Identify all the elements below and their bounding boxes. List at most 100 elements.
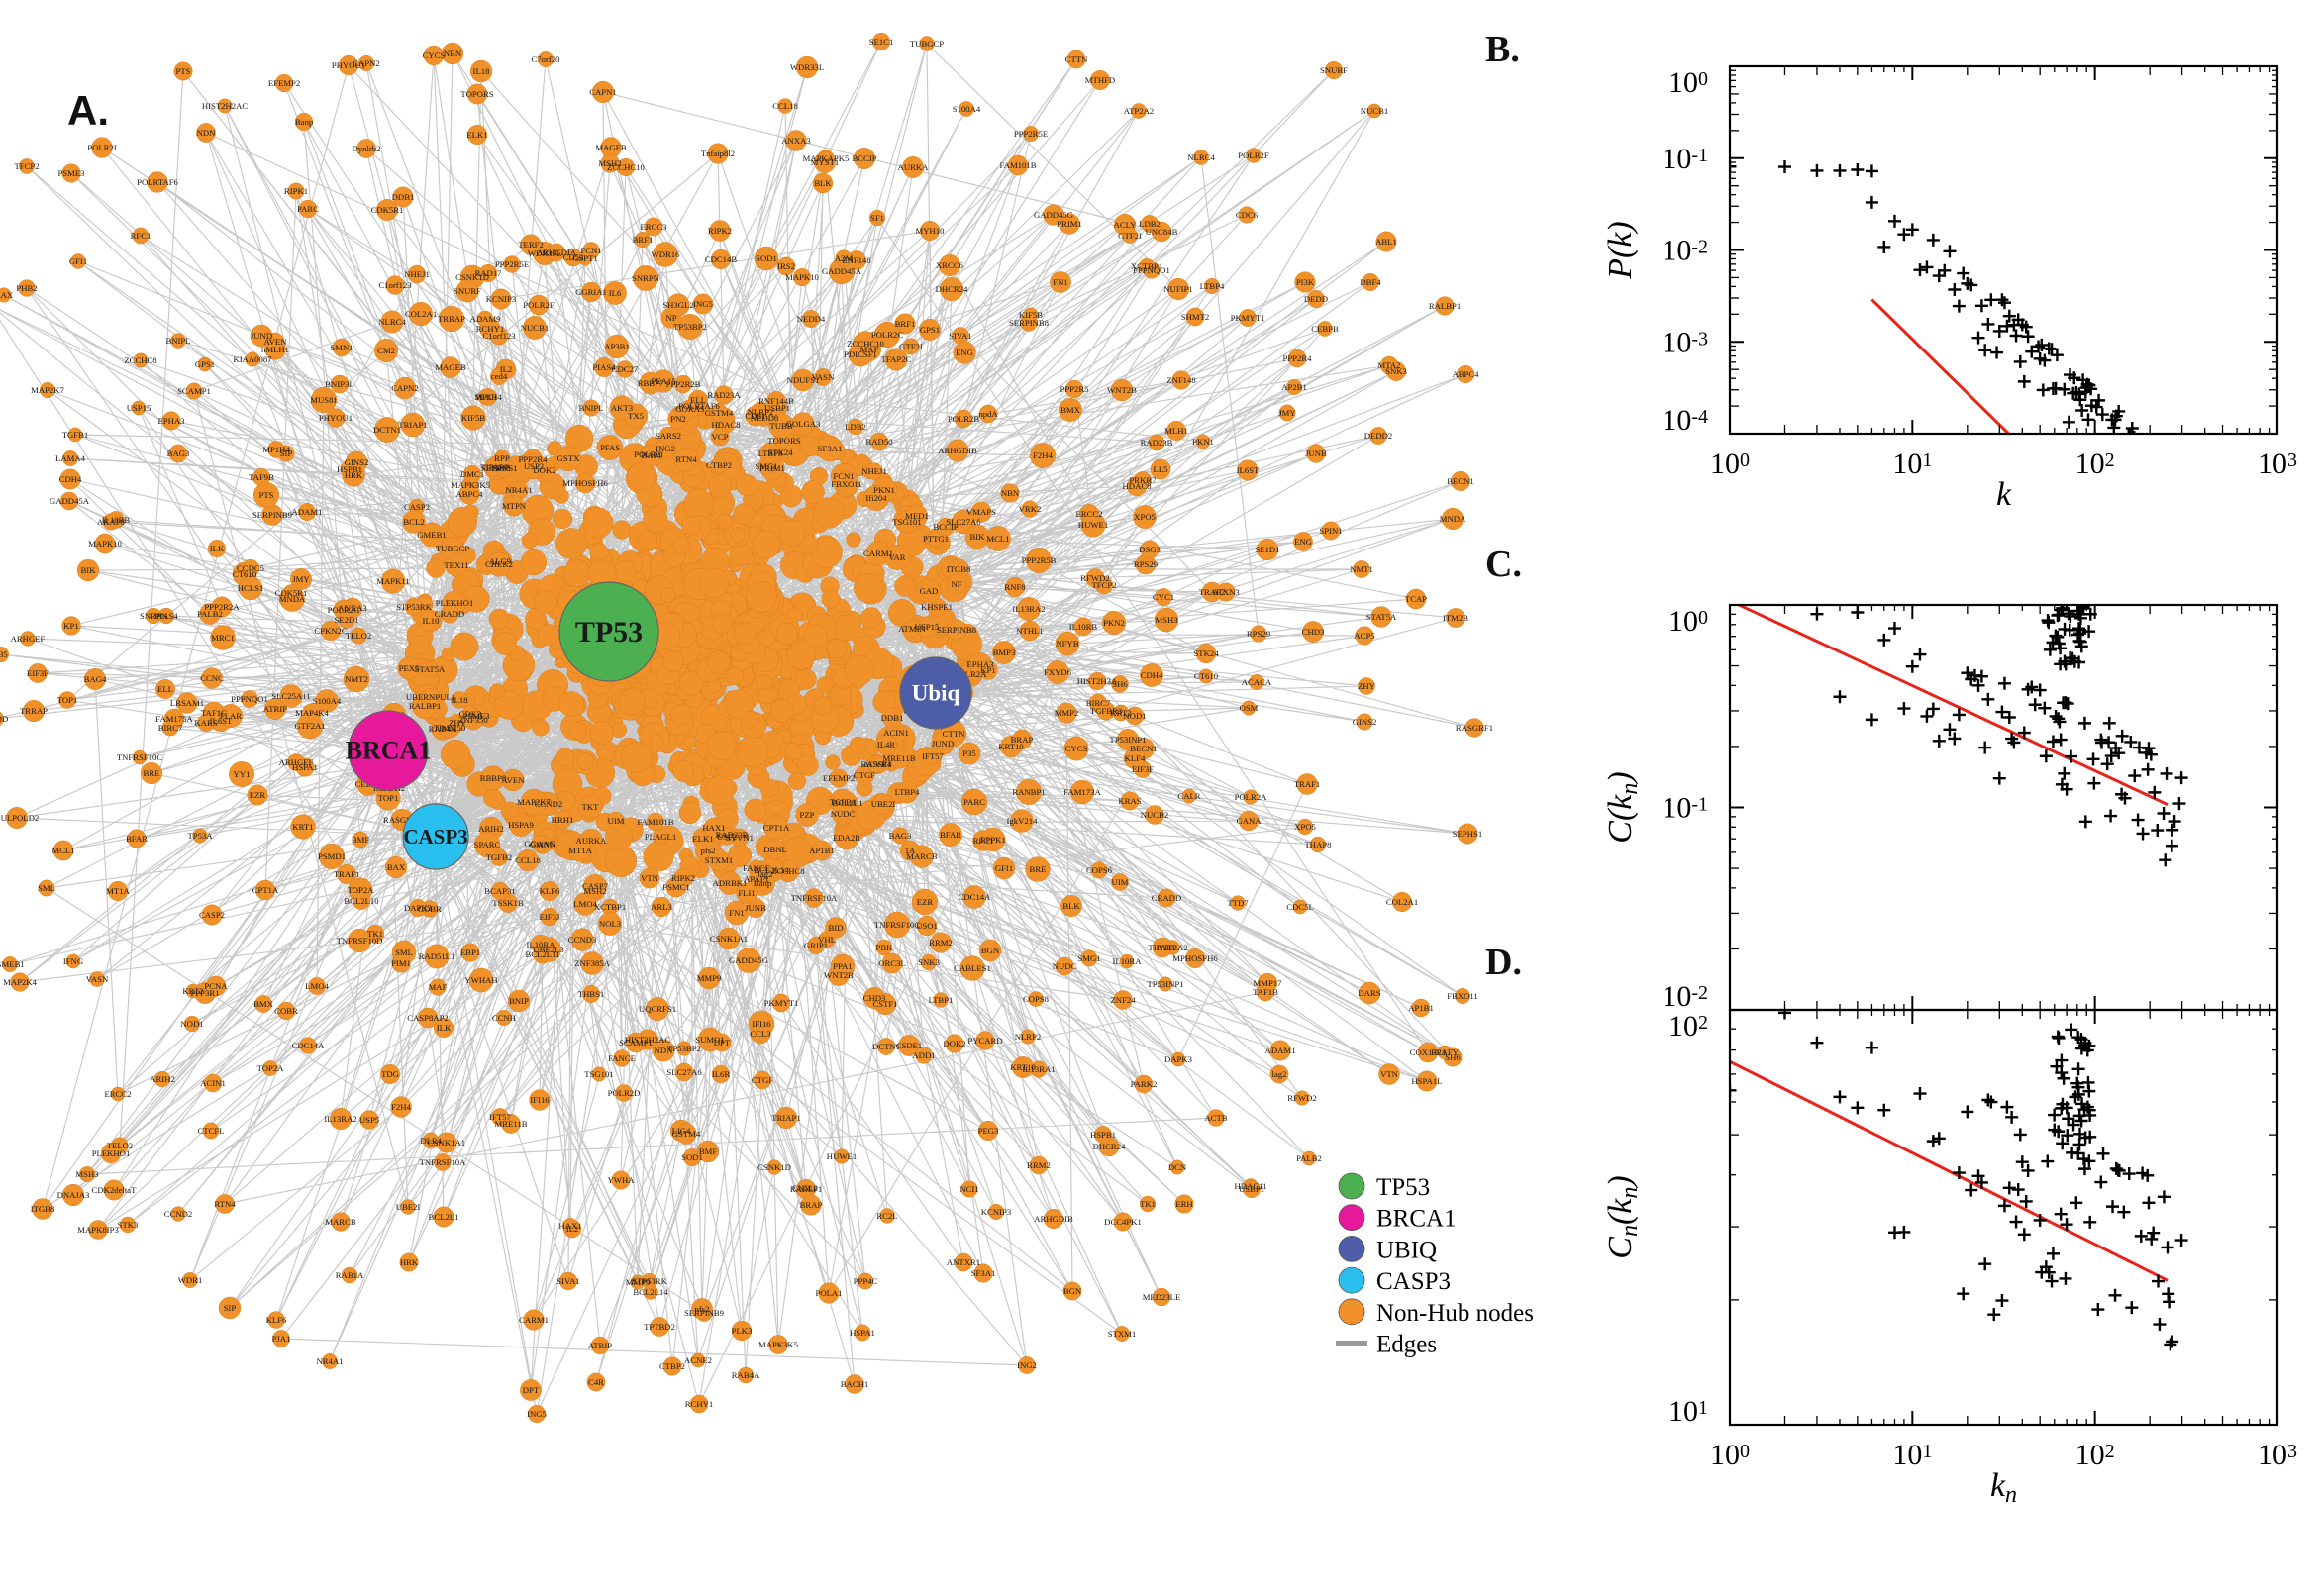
svg-text:10-3: 10-3: [1662, 326, 1708, 358]
svg-text:NUCB1: NUCB1: [1361, 106, 1388, 116]
svg-text:CEBPB: CEBPB: [1311, 324, 1339, 334]
svg-text:GGAAG: GGAAG: [524, 839, 555, 848]
svg-text:Tnfaip8l2: Tnfaip8l2: [701, 149, 735, 158]
svg-text:FANCE: FANCE: [608, 1053, 636, 1063]
svg-text:TSSK1B: TSSK1B: [492, 898, 524, 908]
svg-text:P35: P35: [962, 748, 976, 758]
svg-text:IRS2: IRS2: [777, 261, 795, 271]
svg-text:EIF3F: EIF3F: [1132, 764, 1154, 774]
svg-text:BRCA1: BRCA1: [1376, 1206, 1457, 1233]
svg-text:PKMYT1: PKMYT1: [1231, 313, 1265, 323]
svg-text:ZHY: ZHY: [1358, 681, 1376, 691]
svg-text:NLRC4: NLRC4: [378, 317, 406, 327]
svg-text:RRM2: RRM2: [1027, 1160, 1051, 1170]
svg-text:DAPK3: DAPK3: [1164, 1054, 1192, 1064]
svg-text:CASP7: CASP7: [582, 881, 609, 891]
svg-text:CDC14A: CDC14A: [959, 892, 992, 902]
svg-text:TNFRSF10D: TNFRSF10D: [337, 936, 383, 946]
svg-text:MRC1: MRC1: [211, 633, 235, 643]
svg-text:NR4A1: NR4A1: [316, 1356, 343, 1366]
svg-text:NMT2: NMT2: [345, 674, 368, 684]
svg-text:TCAP: TCAP: [1405, 594, 1427, 604]
svg-text:GADD45G: GADD45G: [729, 955, 768, 965]
svg-text:RAD50: RAD50: [865, 437, 893, 447]
svg-text:PEX5: PEX5: [399, 663, 420, 673]
svg-text:CSNK1A1: CSNK1A1: [428, 1138, 465, 1147]
svg-text:F2H4: F2H4: [391, 1102, 411, 1112]
svg-text:ILK: ILK: [210, 544, 225, 553]
svg-text:ELK1: ELK1: [466, 130, 487, 140]
svg-text:ADAM1: ADAM1: [292, 507, 323, 517]
svg-text:RAD51L1: RAD51L1: [419, 951, 455, 961]
svg-text:KLF6: KLF6: [540, 886, 560, 896]
svg-text:TIPARP: TIPARP: [1148, 943, 1176, 952]
svg-text:BMF: BMF: [699, 1147, 718, 1156]
svg-text:SH3GL2: SH3GL2: [662, 300, 693, 310]
svg-text:APAF1: APAF1: [744, 874, 769, 884]
svg-text:MCL1: MCL1: [986, 534, 1009, 544]
svg-text:STK24: STK24: [1193, 648, 1219, 658]
svg-text:FCN1: FCN1: [580, 246, 601, 255]
svg-text:BNIPL: BNIPL: [578, 403, 603, 413]
svg-text:SHMT2: SHMT2: [1181, 312, 1209, 322]
svg-text:CAPN1: CAPN1: [589, 87, 617, 97]
svg-text:TNFRSF10C: TNFRSF10C: [874, 920, 921, 930]
svg-text:CTGF: CTGF: [854, 770, 875, 780]
svg-text:ACNE2: ACNE2: [684, 1355, 712, 1365]
svg-text:VTN: VTN: [1380, 1069, 1399, 1079]
svg-text:SLC27A6: SLC27A6: [666, 1067, 702, 1077]
svg-text:TUBB: TUBB: [769, 421, 792, 431]
svg-text:GAD: GAD: [920, 586, 939, 596]
svg-text:SCAMP1: SCAMP1: [619, 1038, 653, 1047]
svg-text:BAG4: BAG4: [84, 674, 107, 684]
svg-text:DOK2: DOK2: [943, 1039, 965, 1048]
svg-text:CCNH: CCNH: [492, 1013, 517, 1023]
svg-text:ZCCHC8: ZCCHC8: [124, 355, 157, 365]
svg-text:RAB4A: RAB4A: [732, 1370, 760, 1380]
svg-text:ENG: ENG: [1294, 537, 1312, 547]
svg-text:COL2A1: COL2A1: [405, 309, 437, 319]
svg-text:PLAGL1: PLAGL1: [645, 832, 676, 842]
svg-text:LDB2: LDB2: [845, 422, 866, 432]
svg-text:BACH1: BACH1: [841, 1379, 868, 1389]
svg-text:KCNIP3: KCNIP3: [486, 294, 516, 304]
svg-text:CTTN: CTTN: [943, 729, 965, 739]
svg-text:EFEMP2: EFEMP2: [823, 773, 855, 783]
svg-text:EPPK1: EPPK1: [980, 835, 1006, 845]
svg-text:MAGEB: MAGEB: [595, 143, 627, 152]
svg-text:TOP2A: TOP2A: [257, 1063, 285, 1073]
svg-text:DCTN1: DCTN1: [373, 425, 401, 435]
svg-text:CPT1A: CPT1A: [763, 823, 790, 833]
svg-text:IL6ST: IL6ST: [1237, 465, 1260, 475]
svg-text:GGRIA1: GGRIA1: [575, 287, 607, 297]
svg-text:BCL2L10: BCL2L10: [344, 896, 379, 906]
svg-text:MADD: MADD: [0, 714, 8, 724]
svg-text:ARHGEF: ARHGEF: [11, 634, 46, 644]
svg-text:PEG3: PEG3: [978, 1126, 999, 1136]
svg-text:MARCB: MARCB: [325, 1217, 356, 1227]
svg-text:MAPK10: MAPK10: [785, 272, 819, 282]
svg-text:HDAC8: HDAC8: [712, 420, 742, 430]
svg-text:PPP2R5E: PPP2R5E: [1014, 129, 1048, 139]
svg-text:CDC5L: CDC5L: [1286, 902, 1314, 912]
svg-text:TNFRSF10C: TNFRSF10C: [117, 752, 163, 762]
svg-text:ING5: ING5: [693, 299, 713, 309]
svg-text:NUFIP1: NUFIP1: [1163, 284, 1192, 294]
svg-text:RIPK2: RIPK2: [708, 226, 732, 236]
svg-text:10-1: 10-1: [1662, 792, 1708, 825]
svg-text:XCTBP1: XCTBP1: [594, 902, 626, 912]
svg-text:PKN2: PKN2: [1103, 618, 1125, 628]
svg-text:IFNG: IFNG: [63, 956, 83, 966]
svg-text:RTN4: RTN4: [675, 454, 697, 464]
svg-text:MP1H4: MP1H4: [262, 445, 290, 454]
svg-text:MED23LE: MED23LE: [1143, 1292, 1181, 1302]
svg-text:MSH3: MSH3: [1155, 615, 1177, 625]
svg-text:CASP3: CASP3: [1376, 1268, 1451, 1295]
svg-text:NF: NF: [951, 579, 961, 589]
svg-text:DCN: DCN: [1168, 1162, 1187, 1172]
svg-text:PJA1: PJA1: [272, 1334, 291, 1344]
svg-text:BRAP: BRAP: [800, 1200, 823, 1210]
svg-text:PPP2R2A: PPP2R2A: [204, 602, 240, 612]
svg-text:CASP3: CASP3: [403, 825, 467, 848]
svg-text:IL10RB: IL10RB: [102, 515, 131, 525]
